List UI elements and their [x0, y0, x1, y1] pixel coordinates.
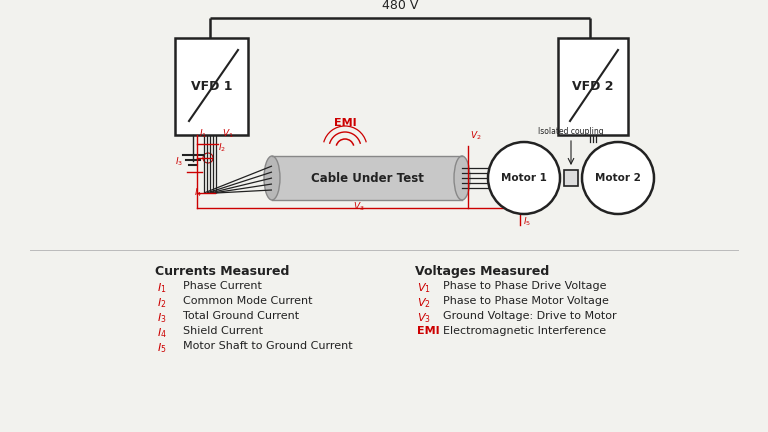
Circle shape — [582, 142, 654, 214]
Text: EMI: EMI — [417, 326, 439, 336]
Text: Motor Shaft to Ground Current: Motor Shaft to Ground Current — [183, 341, 353, 351]
Text: EMI: EMI — [333, 118, 356, 128]
Text: $I_4$: $I_4$ — [194, 187, 202, 199]
Text: $I_5$: $I_5$ — [157, 341, 167, 355]
Text: $I_4$: $I_4$ — [157, 326, 167, 340]
Text: VFD 1: VFD 1 — [190, 80, 232, 93]
Ellipse shape — [264, 156, 280, 200]
Text: $I_3$: $I_3$ — [157, 311, 167, 325]
Text: $V_3$: $V_3$ — [353, 200, 364, 213]
Text: Shield Current: Shield Current — [183, 326, 263, 336]
Text: $I_5$: $I_5$ — [523, 216, 531, 228]
Text: $I_1$: $I_1$ — [157, 281, 167, 295]
Text: Phase to Phase Motor Voltage: Phase to Phase Motor Voltage — [443, 296, 609, 306]
Text: $V_2$: $V_2$ — [470, 130, 482, 142]
Text: $I_2$: $I_2$ — [157, 296, 167, 310]
Text: $I_1$: $I_1$ — [199, 127, 207, 140]
Text: Currents Measured: Currents Measured — [155, 265, 290, 278]
Text: Cable Under Test: Cable Under Test — [310, 172, 423, 184]
Text: 480 V: 480 V — [382, 0, 419, 12]
Text: $V_1$: $V_1$ — [417, 281, 431, 295]
Text: Motor 2: Motor 2 — [595, 173, 641, 183]
Bar — [558, 38, 628, 135]
Text: Phase to Phase Drive Voltage: Phase to Phase Drive Voltage — [443, 281, 607, 291]
Text: Voltages Measured: Voltages Measured — [415, 265, 549, 278]
Text: Isolated coupling: Isolated coupling — [538, 127, 604, 136]
Text: Phase Current: Phase Current — [183, 281, 262, 291]
Text: Electromagnetic Interference: Electromagnetic Interference — [443, 326, 606, 336]
Text: $V_3$: $V_3$ — [417, 311, 431, 325]
Text: Total Ground Current: Total Ground Current — [183, 311, 299, 321]
Ellipse shape — [454, 156, 470, 200]
Text: $V_2$: $V_2$ — [417, 296, 431, 310]
Bar — [175, 38, 248, 135]
Bar — [564, 170, 578, 186]
Text: $V_1$: $V_1$ — [222, 127, 233, 140]
Text: Motor 1: Motor 1 — [501, 173, 547, 183]
Text: Common Mode Current: Common Mode Current — [183, 296, 313, 306]
Bar — [272, 156, 462, 200]
Text: $I_3$: $I_3$ — [175, 156, 183, 168]
Text: $I_2$: $I_2$ — [218, 142, 226, 154]
Text: VFD 2: VFD 2 — [572, 80, 614, 93]
Circle shape — [488, 142, 560, 214]
Text: Ground Voltage: Drive to Motor: Ground Voltage: Drive to Motor — [443, 311, 617, 321]
